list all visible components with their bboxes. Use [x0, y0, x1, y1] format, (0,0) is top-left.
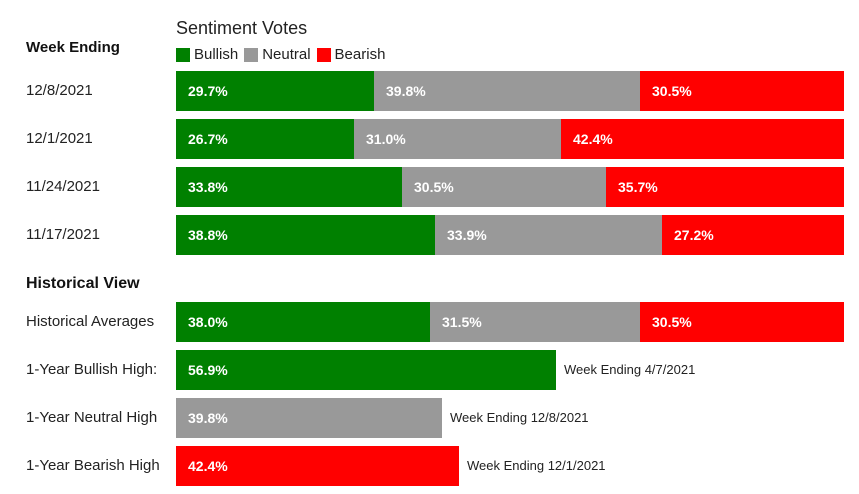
bar-segment-bullish: 33.8%	[176, 167, 402, 207]
bar-row-12-1-2021: 26.7% 31.0% 42.4%	[176, 119, 844, 159]
bar-row-11-17-2021: 38.8% 33.9% 27.2%	[176, 215, 844, 255]
legend-swatch-bearish	[316, 47, 331, 62]
bar-row-1-year-bullish-high: 56.9%	[176, 350, 556, 390]
legend: Bullish Neutral Bearish	[176, 46, 391, 63]
bar-segment-neutral: 33.9%	[435, 215, 662, 255]
chart-title: Sentiment Votes	[176, 18, 308, 38]
week-ending-header: Week Ending	[26, 39, 120, 56]
historical-view-header: Historical View	[26, 275, 140, 292]
bar-segment-bearish: 35.7%	[606, 167, 844, 207]
legend-bullish: Bullish	[176, 46, 238, 63]
bar-segment-neutral: 31.0%	[354, 119, 561, 159]
row-note-1-year-neutral-high: Week Ending 12/8/2021	[450, 410, 589, 425]
row-label-1-year-bullish-high: 1-Year Bullish High:	[26, 361, 158, 378]
row-note-1-year-bearish-high: Week Ending 12/1/2021	[467, 458, 606, 473]
bar-row-1-year-bearish-high: 42.4%	[176, 446, 459, 486]
row-label-11-24-2021: 11/24/2021	[26, 178, 100, 195]
bar-segment-neutral: 39.8%	[176, 398, 442, 438]
legend-label-bullish: Bullish	[194, 46, 239, 63]
bar-segment-bearish: 30.5%	[640, 71, 844, 111]
bar-segment-bullish: 38.0%	[176, 302, 430, 342]
bar-segment-bearish: 42.4%	[176, 446, 459, 486]
legend-neutral: Neutral	[244, 46, 311, 63]
bar-segment-bearish: 42.4%	[561, 119, 844, 159]
bar-segment-bearish: 27.2%	[662, 215, 844, 255]
row-note-1-year-bullish-high: Week Ending 4/7/2021	[564, 362, 696, 377]
bar-segment-bearish: 30.5%	[640, 302, 844, 342]
bar-segment-bullish: 26.7%	[176, 119, 354, 159]
legend-swatch-bullish	[176, 47, 190, 62]
row-label-11-17-2021: 11/17/2021	[26, 226, 100, 243]
bar-segment-bullish: 56.9%	[176, 350, 556, 390]
row-label-12-8-2021: 12/8/2021	[26, 82, 93, 99]
bar-segment-bullish: 38.8%	[176, 215, 435, 255]
row-label-1-year-neutral-high: 1-Year Neutral High	[26, 409, 158, 426]
bar-row-12-8-2021: 29.7% 39.8% 30.5%	[176, 71, 844, 111]
bar-segment-neutral: 39.8%	[374, 71, 640, 111]
legend-label-neutral: Neutral	[262, 46, 311, 63]
bar-row-1-year-neutral-high: 39.8%	[176, 398, 442, 438]
row-label-historical-averages: Historical Averages	[26, 313, 155, 330]
bar-row-11-24-2021: 33.8% 30.5% 35.7%	[176, 167, 844, 207]
bar-row-historical-averages: 38.0% 31.5% 30.5%	[176, 302, 844, 342]
bar-segment-neutral: 30.5%	[402, 167, 606, 207]
legend-swatch-neutral	[244, 47, 259, 62]
bar-segment-bullish: 29.7%	[176, 71, 374, 111]
legend-bearish: Bearish	[316, 46, 386, 63]
bar-segment-neutral: 31.5%	[430, 302, 640, 342]
row-label-12-1-2021: 12/1/2021	[26, 130, 93, 147]
row-label-1-year-bearish-high: 1-Year Bearish High	[26, 457, 160, 474]
legend-label-bearish: Bearish	[334, 46, 386, 63]
